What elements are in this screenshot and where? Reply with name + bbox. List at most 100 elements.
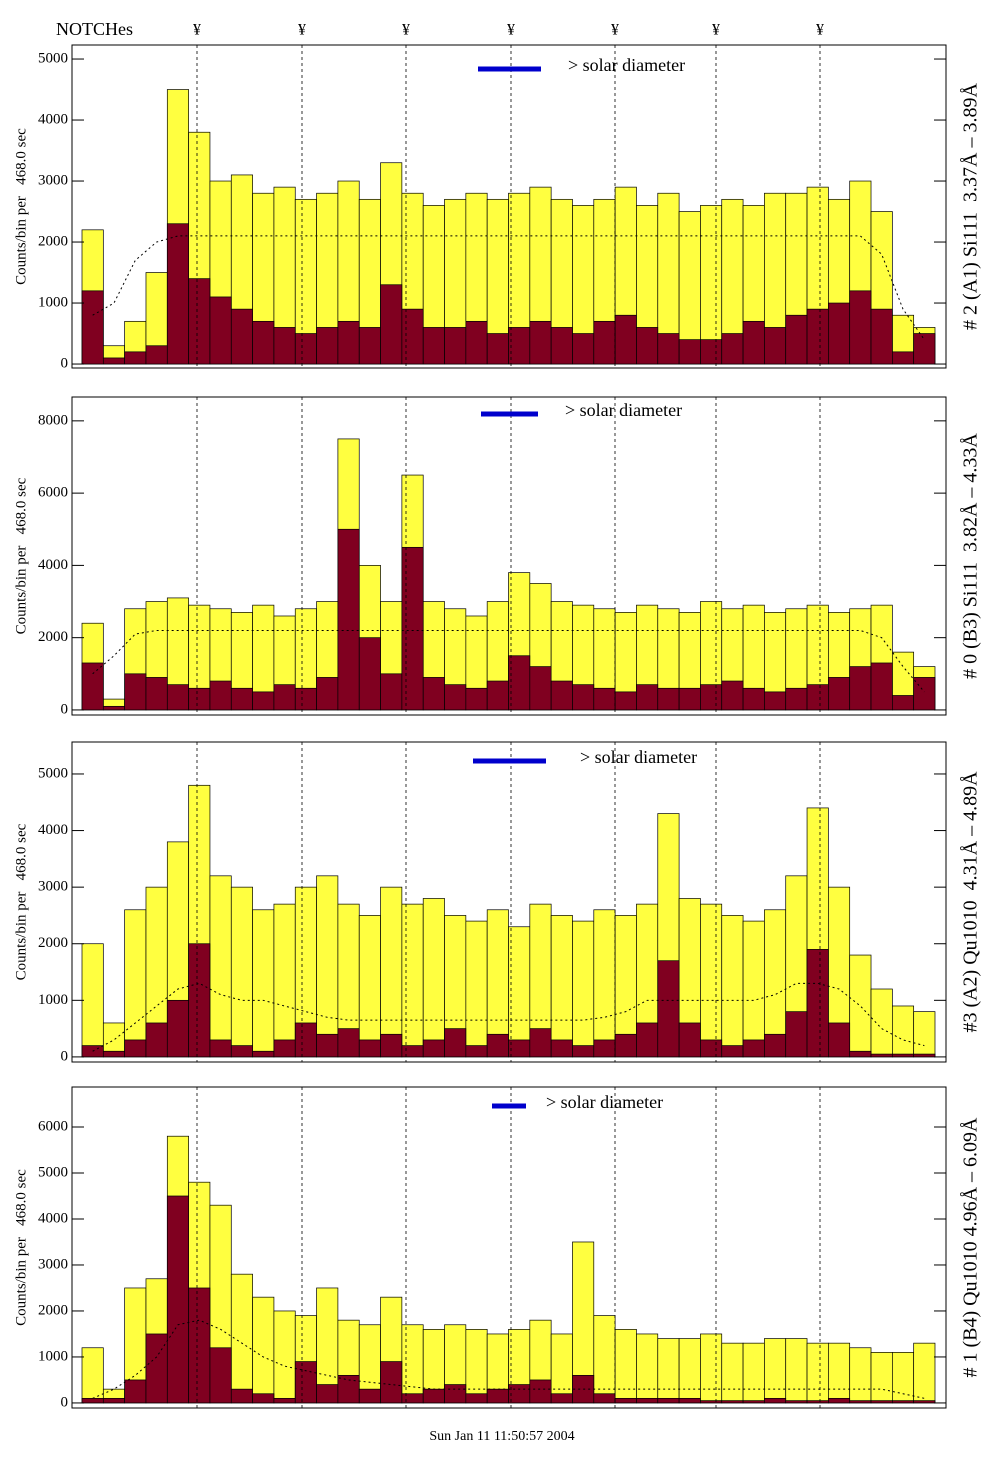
bar — [166, 684, 189, 711]
notch-mark: ¥ — [298, 22, 306, 39]
bar — [444, 1384, 467, 1404]
bar — [273, 1039, 296, 1058]
bar — [380, 886, 403, 1058]
y-tick-label: 0 — [61, 1394, 69, 1410]
y-tick-label: 4000 — [38, 111, 68, 127]
y-tick-label: 6000 — [38, 485, 68, 501]
bar — [785, 314, 808, 365]
panel: 0 1000 2000 3000 4000 5000 6000 > solar diamete… — [13, 1086, 982, 1410]
bar — [81, 1347, 104, 1404]
bar — [614, 1033, 637, 1058]
bar — [614, 314, 637, 365]
y-tick-label: 0 — [61, 355, 69, 371]
bar — [657, 1397, 680, 1404]
y-axis-label: Counts/bin per 468.0 sec — [13, 823, 29, 980]
bar — [700, 684, 723, 711]
bar — [230, 308, 253, 365]
bar — [444, 327, 467, 365]
bar — [380, 673, 403, 711]
bar — [870, 662, 893, 711]
bar — [358, 915, 381, 1058]
bar — [444, 1028, 467, 1058]
y-tick-label: 2000 — [38, 1302, 68, 1318]
bar — [742, 687, 765, 711]
bar — [572, 684, 595, 711]
bar — [401, 308, 424, 365]
bar — [572, 1374, 595, 1404]
bar — [465, 320, 488, 365]
bar — [636, 1397, 659, 1404]
bar — [550, 1333, 573, 1404]
bar — [849, 954, 872, 1058]
bar — [252, 320, 275, 365]
bar — [316, 327, 339, 365]
y-tick-label: 3000 — [38, 172, 68, 188]
bar — [593, 1039, 616, 1058]
bar — [508, 1039, 531, 1058]
y-tick-label: 1000 — [38, 1348, 68, 1364]
bar — [422, 677, 445, 711]
notch-mark: ¥ — [507, 22, 515, 39]
bar — [721, 1045, 744, 1058]
bar — [230, 886, 253, 1058]
y-axis-label: Counts/bin per 468.0 sec — [13, 1169, 29, 1326]
bar — [465, 1393, 488, 1404]
bar — [380, 1361, 403, 1404]
bar — [870, 988, 893, 1058]
bar — [380, 284, 403, 365]
panel: 0 2000 4000 6000 8000 > solar diameter Counts/… — [13, 396, 982, 717]
bar — [124, 673, 147, 711]
bar — [785, 687, 808, 711]
bar — [614, 691, 637, 711]
bar — [657, 687, 680, 711]
bar — [742, 1342, 765, 1404]
footer: Sun Jan 11 11:50:57 2004 — [429, 1429, 574, 1444]
bar — [700, 339, 723, 365]
bar — [870, 1400, 893, 1404]
bar — [486, 1033, 509, 1058]
bar — [572, 1045, 595, 1058]
panel: 0 1000 2000 3000 4000 5000 > solar diameter Cou… — [13, 44, 982, 371]
y-tick-label: 5000 — [38, 50, 68, 66]
curve — [92, 982, 925, 1052]
bar — [870, 308, 893, 365]
bar — [870, 1352, 893, 1404]
bar — [401, 546, 424, 711]
bar — [614, 1329, 637, 1404]
bar — [806, 1342, 829, 1404]
bar — [636, 1333, 659, 1404]
bar — [828, 677, 851, 711]
bar — [316, 677, 339, 711]
bar — [614, 1397, 637, 1404]
bar — [508, 1384, 531, 1404]
bar — [550, 1039, 573, 1058]
bar — [294, 1022, 317, 1058]
bar — [849, 290, 872, 365]
bar — [188, 278, 211, 365]
bar — [230, 1045, 253, 1058]
bar — [102, 1050, 125, 1058]
solar-label: > solar diameter — [568, 55, 685, 75]
axis-frame — [71, 44, 947, 369]
bar — [700, 903, 723, 1058]
bar — [828, 1022, 851, 1058]
bar — [358, 1039, 381, 1058]
bar — [81, 290, 104, 365]
notch-mark: ¥ — [816, 22, 824, 39]
bar — [188, 943, 211, 1058]
bar — [166, 1195, 189, 1404]
bar — [444, 684, 467, 711]
axis-frame — [71, 1086, 947, 1409]
panel-title: # 0 (B3) Si111 3.82Å – 4.33Å — [960, 433, 982, 679]
y-tick-label: 2000 — [38, 629, 68, 645]
bar — [593, 1393, 616, 1404]
bar — [891, 1400, 915, 1404]
notch-mark: ¥ — [611, 22, 619, 39]
bar — [636, 1022, 659, 1058]
bar — [166, 999, 189, 1058]
bar — [401, 903, 424, 1058]
notches-label: NOTCHes — [56, 19, 133, 39]
bar — [209, 1039, 232, 1058]
